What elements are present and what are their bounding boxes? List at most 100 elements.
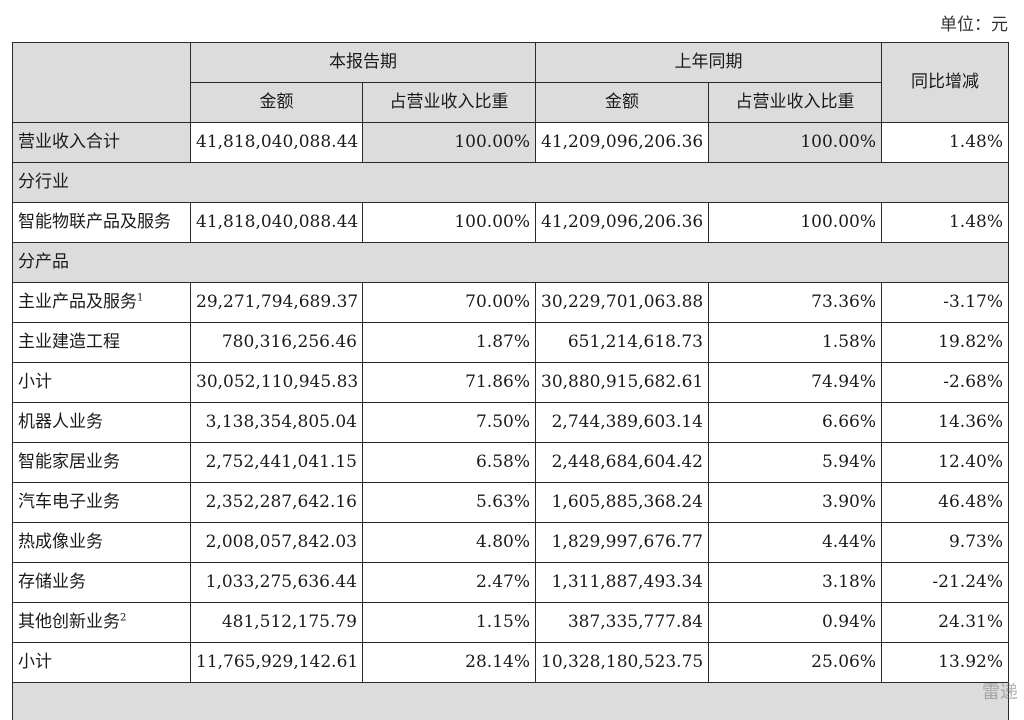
unit-label: 单位：元 xyxy=(940,15,1008,35)
trailing-cell xyxy=(12,682,1009,720)
table-row-subtotal-1: 小计 30,052,110,945.83 71.86% 30,880,915,6… xyxy=(12,362,1009,403)
table-row-auto: 汽车电子业务 2,352,287,642.16 5.63% 1,605,885,… xyxy=(12,482,1009,523)
header-prior-amount: 金额 xyxy=(535,82,709,123)
cell-prior-amount: 1,311,887,493.34 xyxy=(535,562,709,603)
row-label: 小计 xyxy=(12,642,191,683)
cell-prior-amount: 41,209,096,206.36 xyxy=(535,122,709,163)
table-row-thermal: 热成像业务 2,008,057,842.03 4.80% 1,829,997,6… xyxy=(12,522,1009,563)
row-label: 热成像业务 xyxy=(12,522,191,563)
cell-prior-amount: 30,229,701,063.88 xyxy=(535,282,709,323)
section-label: 分产品 xyxy=(12,242,1009,283)
footnote-marker: 2 xyxy=(120,612,127,624)
cell-current-share: 7.50% xyxy=(362,402,536,443)
row-label: 存储业务 xyxy=(12,562,191,603)
cell-current-share: 1.87% xyxy=(362,322,536,363)
header-yoy-change: 同比增减 xyxy=(881,42,1009,123)
table-row-robot: 机器人业务 3,138,354,805.04 7.50% 2,744,389,6… xyxy=(12,402,1009,443)
header-row-1: 本报告期 上年同期 同比增减 xyxy=(12,42,1009,123)
cell-current-amount: 780,316,256.46 xyxy=(190,322,363,363)
cell-current-share: 5.63% xyxy=(362,482,536,523)
cell-yoy: 1.48% xyxy=(881,122,1009,163)
cell-current-amount: 2,352,287,642.16 xyxy=(190,482,363,523)
cell-prior-share: 3.90% xyxy=(708,482,882,523)
footnote-marker: 1 xyxy=(137,292,144,304)
cell-prior-share: 25.06% xyxy=(708,642,882,683)
cell-yoy: 9.73% xyxy=(881,522,1009,563)
cell-prior-share: 6.66% xyxy=(708,402,882,443)
cell-current-share: 1.15% xyxy=(362,602,536,643)
cell-prior-share: 74.94% xyxy=(708,362,882,403)
cell-current-amount: 481,512,175.79 xyxy=(190,602,363,643)
table-row-total: 营业收入合计 41,818,040,088.44 100.00% 41,209,… xyxy=(12,122,1009,163)
section-label: 分行业 xyxy=(12,162,1009,203)
header-current-share: 占营业收入比重 xyxy=(362,82,536,123)
cell-yoy: 12.40% xyxy=(881,442,1009,483)
cell-yoy: 19.82% xyxy=(881,322,1009,363)
cell-prior-share: 1.58% xyxy=(708,322,882,363)
table-row-other: 其他创新业务2 481,512,175.79 1.15% 387,335,777… xyxy=(12,602,1009,643)
cell-prior-share: 100.00% xyxy=(708,122,882,163)
header-blank xyxy=(12,42,191,123)
cell-current-amount: 2,752,441,041.15 xyxy=(190,442,363,483)
table-row-main-construction: 主业建造工程 780,316,256.46 1.87% 651,214,618.… xyxy=(12,322,1009,363)
cell-current-share: 100.00% xyxy=(362,122,536,163)
header-current-period: 本报告期 xyxy=(190,42,536,83)
cell-current-amount: 11,765,929,142.61 xyxy=(190,642,363,683)
cell-prior-amount: 10,328,180,523.75 xyxy=(535,642,709,683)
table-row-trailing xyxy=(12,682,1009,720)
cell-prior-share: 3.18% xyxy=(708,562,882,603)
cell-current-share: 28.14% xyxy=(362,642,536,683)
cell-current-share: 70.00% xyxy=(362,282,536,323)
revenue-table: 本报告期 上年同期 同比增减 金额 占营业收入比重 金额 占营业收入比重 营业收… xyxy=(12,42,1009,720)
cell-prior-amount: 2,744,389,603.14 xyxy=(535,402,709,443)
table-row-main-products: 主业产品及服务1 29,271,794,689.37 70.00% 30,229… xyxy=(12,282,1009,323)
cell-prior-amount: 2,448,684,604.42 xyxy=(535,442,709,483)
cell-current-amount: 2,008,057,842.03 xyxy=(190,522,363,563)
cell-current-amount: 41,818,040,088.44 xyxy=(190,122,363,163)
cell-yoy: -3.17% xyxy=(881,282,1009,323)
row-label: 汽车电子业务 xyxy=(12,482,191,523)
table-row-smart-home: 智能家居业务 2,752,441,041.15 6.58% 2,448,684,… xyxy=(12,442,1009,483)
row-label: 智能家居业务 xyxy=(12,442,191,483)
cell-current-amount: 29,271,794,689.37 xyxy=(190,282,363,323)
header-prior-period: 上年同期 xyxy=(535,42,882,83)
cell-yoy: -21.24% xyxy=(881,562,1009,603)
header-prior-share: 占营业收入比重 xyxy=(708,82,882,123)
header-current-amount: 金额 xyxy=(190,82,363,123)
row-label: 机器人业务 xyxy=(12,402,191,443)
cell-current-amount: 41,818,040,088.44 xyxy=(190,202,363,243)
cell-prior-amount: 1,829,997,676.77 xyxy=(535,522,709,563)
row-label: 营业收入合计 xyxy=(12,122,191,163)
row-label: 主业建造工程 xyxy=(12,322,191,363)
row-label-text: 主业产品及服务 xyxy=(18,292,137,312)
cell-prior-share: 5.94% xyxy=(708,442,882,483)
header-row-2: 金额 占营业收入比重 金额 占营业收入比重 xyxy=(13,82,1009,123)
cell-current-share: 4.80% xyxy=(362,522,536,563)
cell-current-share: 2.47% xyxy=(362,562,536,603)
cell-current-amount: 3,138,354,805.04 xyxy=(190,402,363,443)
cell-current-share: 100.00% xyxy=(362,202,536,243)
cell-prior-share: 0.94% xyxy=(708,602,882,643)
cell-yoy: 1.48% xyxy=(881,202,1009,243)
row-label-text: 其他创新业务 xyxy=(18,612,120,632)
cell-current-share: 71.86% xyxy=(362,362,536,403)
row-label: 小计 xyxy=(12,362,191,403)
cell-yoy: -2.68% xyxy=(881,362,1009,403)
table-row-subtotal-2: 小计 11,765,929,142.61 28.14% 10,328,180,5… xyxy=(12,642,1009,683)
cell-current-share: 6.58% xyxy=(362,442,536,483)
cell-current-amount: 1,033,275,636.44 xyxy=(190,562,363,603)
cell-prior-amount: 651,214,618.73 xyxy=(535,322,709,363)
cell-current-amount: 30,052,110,945.83 xyxy=(190,362,363,403)
cell-prior-share: 100.00% xyxy=(708,202,882,243)
cell-prior-amount: 387,335,777.84 xyxy=(535,602,709,643)
section-row-industry: 分行业 xyxy=(12,162,1009,203)
row-label: 其他创新业务2 xyxy=(12,602,191,643)
table-row-iot: 智能物联产品及服务 41,818,040,088.44 100.00% 41,2… xyxy=(12,202,1009,243)
row-label: 智能物联产品及服务 xyxy=(12,202,191,243)
cell-prior-amount: 41,209,096,206.36 xyxy=(535,202,709,243)
cell-yoy: 24.31% xyxy=(881,602,1009,643)
section-row-product: 分产品 xyxy=(12,242,1009,283)
cell-yoy: 46.48% xyxy=(881,482,1009,523)
cell-prior-amount: 30,880,915,682.61 xyxy=(535,362,709,403)
cell-prior-share: 4.44% xyxy=(708,522,882,563)
